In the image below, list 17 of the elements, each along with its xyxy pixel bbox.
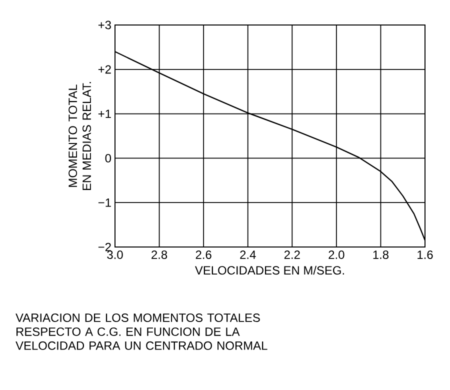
x-tick-label: 2.0 xyxy=(328,250,344,259)
text: VARIACION DE LOS MOMENTOS TOTALES RESPECTO A C.G. EN FUNCION DE LA VELOCIDAD PARA UN CENTRADO NORMAL xyxy=(16,314,268,350)
y-axis-title: MOMENTO TOTAL EN MEDIAS RELAT. xyxy=(68,82,91,190)
y-tick-label: −1 xyxy=(98,198,111,207)
x-axis-title: VELOCIDADES EN M/SEG. xyxy=(194,266,344,275)
y-tick-label: 0 xyxy=(105,154,112,162)
x-tick-label: 2.2 xyxy=(284,250,300,259)
y-tick-label: +3 xyxy=(98,20,111,30)
y-tick-label: −2 xyxy=(98,242,111,252)
x-tick-label: 3.0 xyxy=(107,250,123,259)
x-tick-label: 2.6 xyxy=(196,250,212,259)
x-tick-label: 2.4 xyxy=(240,250,256,259)
x-tick-label: 2.8 xyxy=(152,250,168,259)
y-tick-label: +1 xyxy=(98,110,111,118)
y-tick-label: +2 xyxy=(98,65,111,74)
x-tick-label: 1.6 xyxy=(418,250,433,259)
x-tick-label: 1.8 xyxy=(373,250,388,259)
